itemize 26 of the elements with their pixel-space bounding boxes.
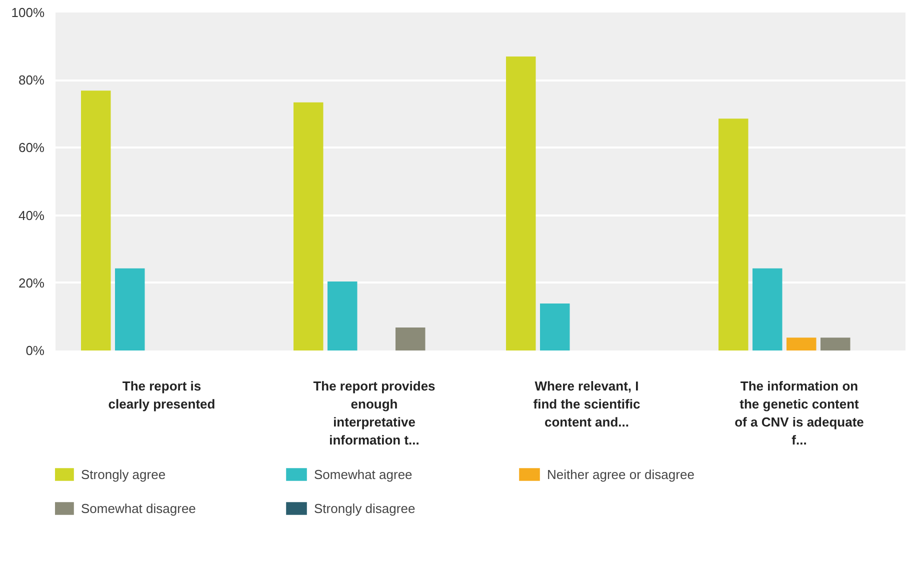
bar — [294, 102, 324, 350]
y-tick-label: 20% — [18, 275, 45, 290]
bar — [506, 56, 536, 350]
legend-label: Somewhat agree — [314, 466, 414, 482]
legend-label: Strongly disagree — [314, 500, 416, 516]
bar — [786, 338, 816, 350]
bar — [115, 268, 145, 350]
bar — [718, 118, 748, 350]
bar — [752, 268, 782, 350]
legend-label: Somewhat disagree — [81, 500, 197, 516]
y-tick-label: 40% — [18, 208, 45, 223]
bar — [328, 282, 358, 350]
x-tick-label: The report is clearly presented — [108, 378, 216, 412]
legend-label: Neither agree or disagree — [547, 466, 696, 482]
y-tick-label: 60% — [18, 140, 45, 156]
y-tick-label: 80% — [18, 72, 45, 88]
bar — [540, 304, 570, 350]
legend-label: Strongly agree — [81, 466, 167, 482]
y-tick-label: 100% — [11, 5, 45, 20]
x-tick-label: The information on the genetic content of a CNV is adequate f... — [734, 378, 864, 448]
x-tick-label: Where relevant, I find the scientific content and... — [533, 378, 640, 430]
bar — [81, 90, 111, 350]
bar — [820, 338, 850, 350]
x-tick-label: The report provides enough interpretative information t... — [313, 378, 436, 448]
bar — [396, 328, 426, 350]
y-tick-label: 0% — [26, 343, 45, 358]
